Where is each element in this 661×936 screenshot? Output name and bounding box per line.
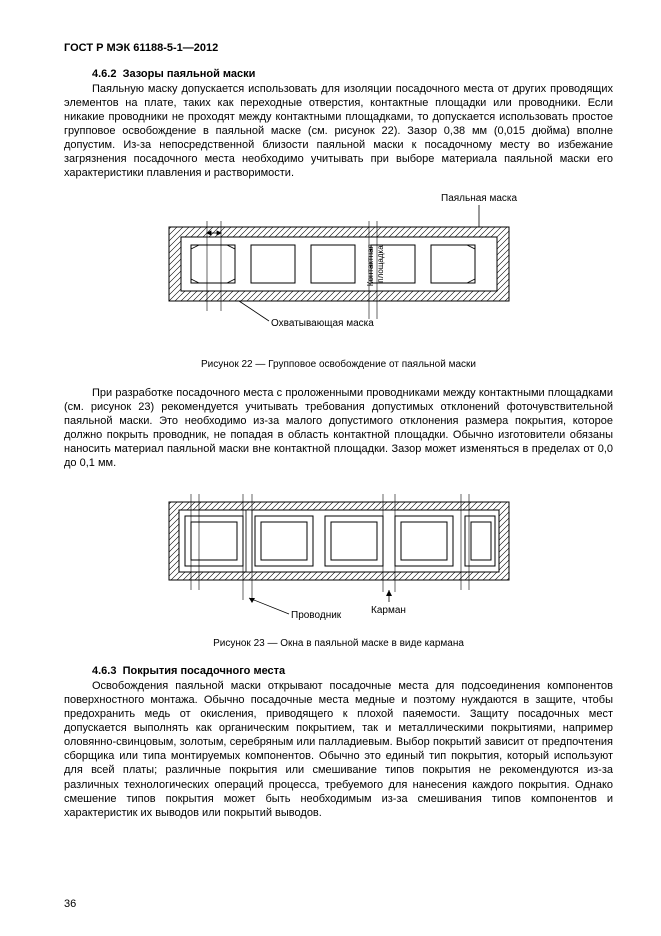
fig22-label-pad-l2: площадка	[376, 244, 385, 282]
page: ГОСТ Р МЭК 61188-5-1—2012 4.6.2 Зазоры п…	[0, 0, 661, 936]
figure-22-svg: Паяльная маска	[129, 191, 549, 351]
doc-header: ГОСТ Р МЭК 61188-5-1—2012	[64, 42, 613, 54]
section-number: 4.6.3	[92, 665, 116, 677]
section-number: 4.6.2	[92, 68, 116, 80]
section-title: Покрытия посадочного места	[123, 665, 286, 677]
fig22-label-mask: Паяльная маска	[441, 193, 518, 204]
para-between: При разработке посадочного места с проло…	[64, 386, 613, 470]
fig22-caption: Рисунок 22 — Групповое освобождение от п…	[64, 359, 613, 370]
fig22-label-pad-l1: Контактная	[366, 244, 375, 286]
para-462: Паяльную маску допускается использовать …	[64, 82, 613, 181]
fig23-caption: Рисунок 23 — Окна в паяльной маске в вид…	[64, 638, 613, 649]
section-heading-462: 4.6.2 Зазоры паяльной маски	[64, 68, 613, 80]
section-heading-463: 4.6.3 Покрытия посадочного места	[64, 665, 613, 677]
page-number: 36	[64, 898, 76, 910]
fig23-label-conductor: Проводник	[291, 610, 342, 621]
section-title: Зазоры паяльной маски	[123, 68, 256, 80]
figure-23: Проводник Карман Рисунок 23 — Окна в пая…	[64, 480, 613, 649]
figure-23-svg: Проводник Карман	[139, 480, 539, 630]
fig22-label-outer: Охватывающая маска	[271, 318, 374, 329]
para-463: Освобождения паяльной маски открывают по…	[64, 679, 613, 820]
svg-text:Контактная площадка: Контактная площадка	[366, 241, 385, 285]
fig23-label-pocket: Карман	[371, 605, 406, 616]
figure-22: Паяльная маска	[64, 191, 613, 370]
